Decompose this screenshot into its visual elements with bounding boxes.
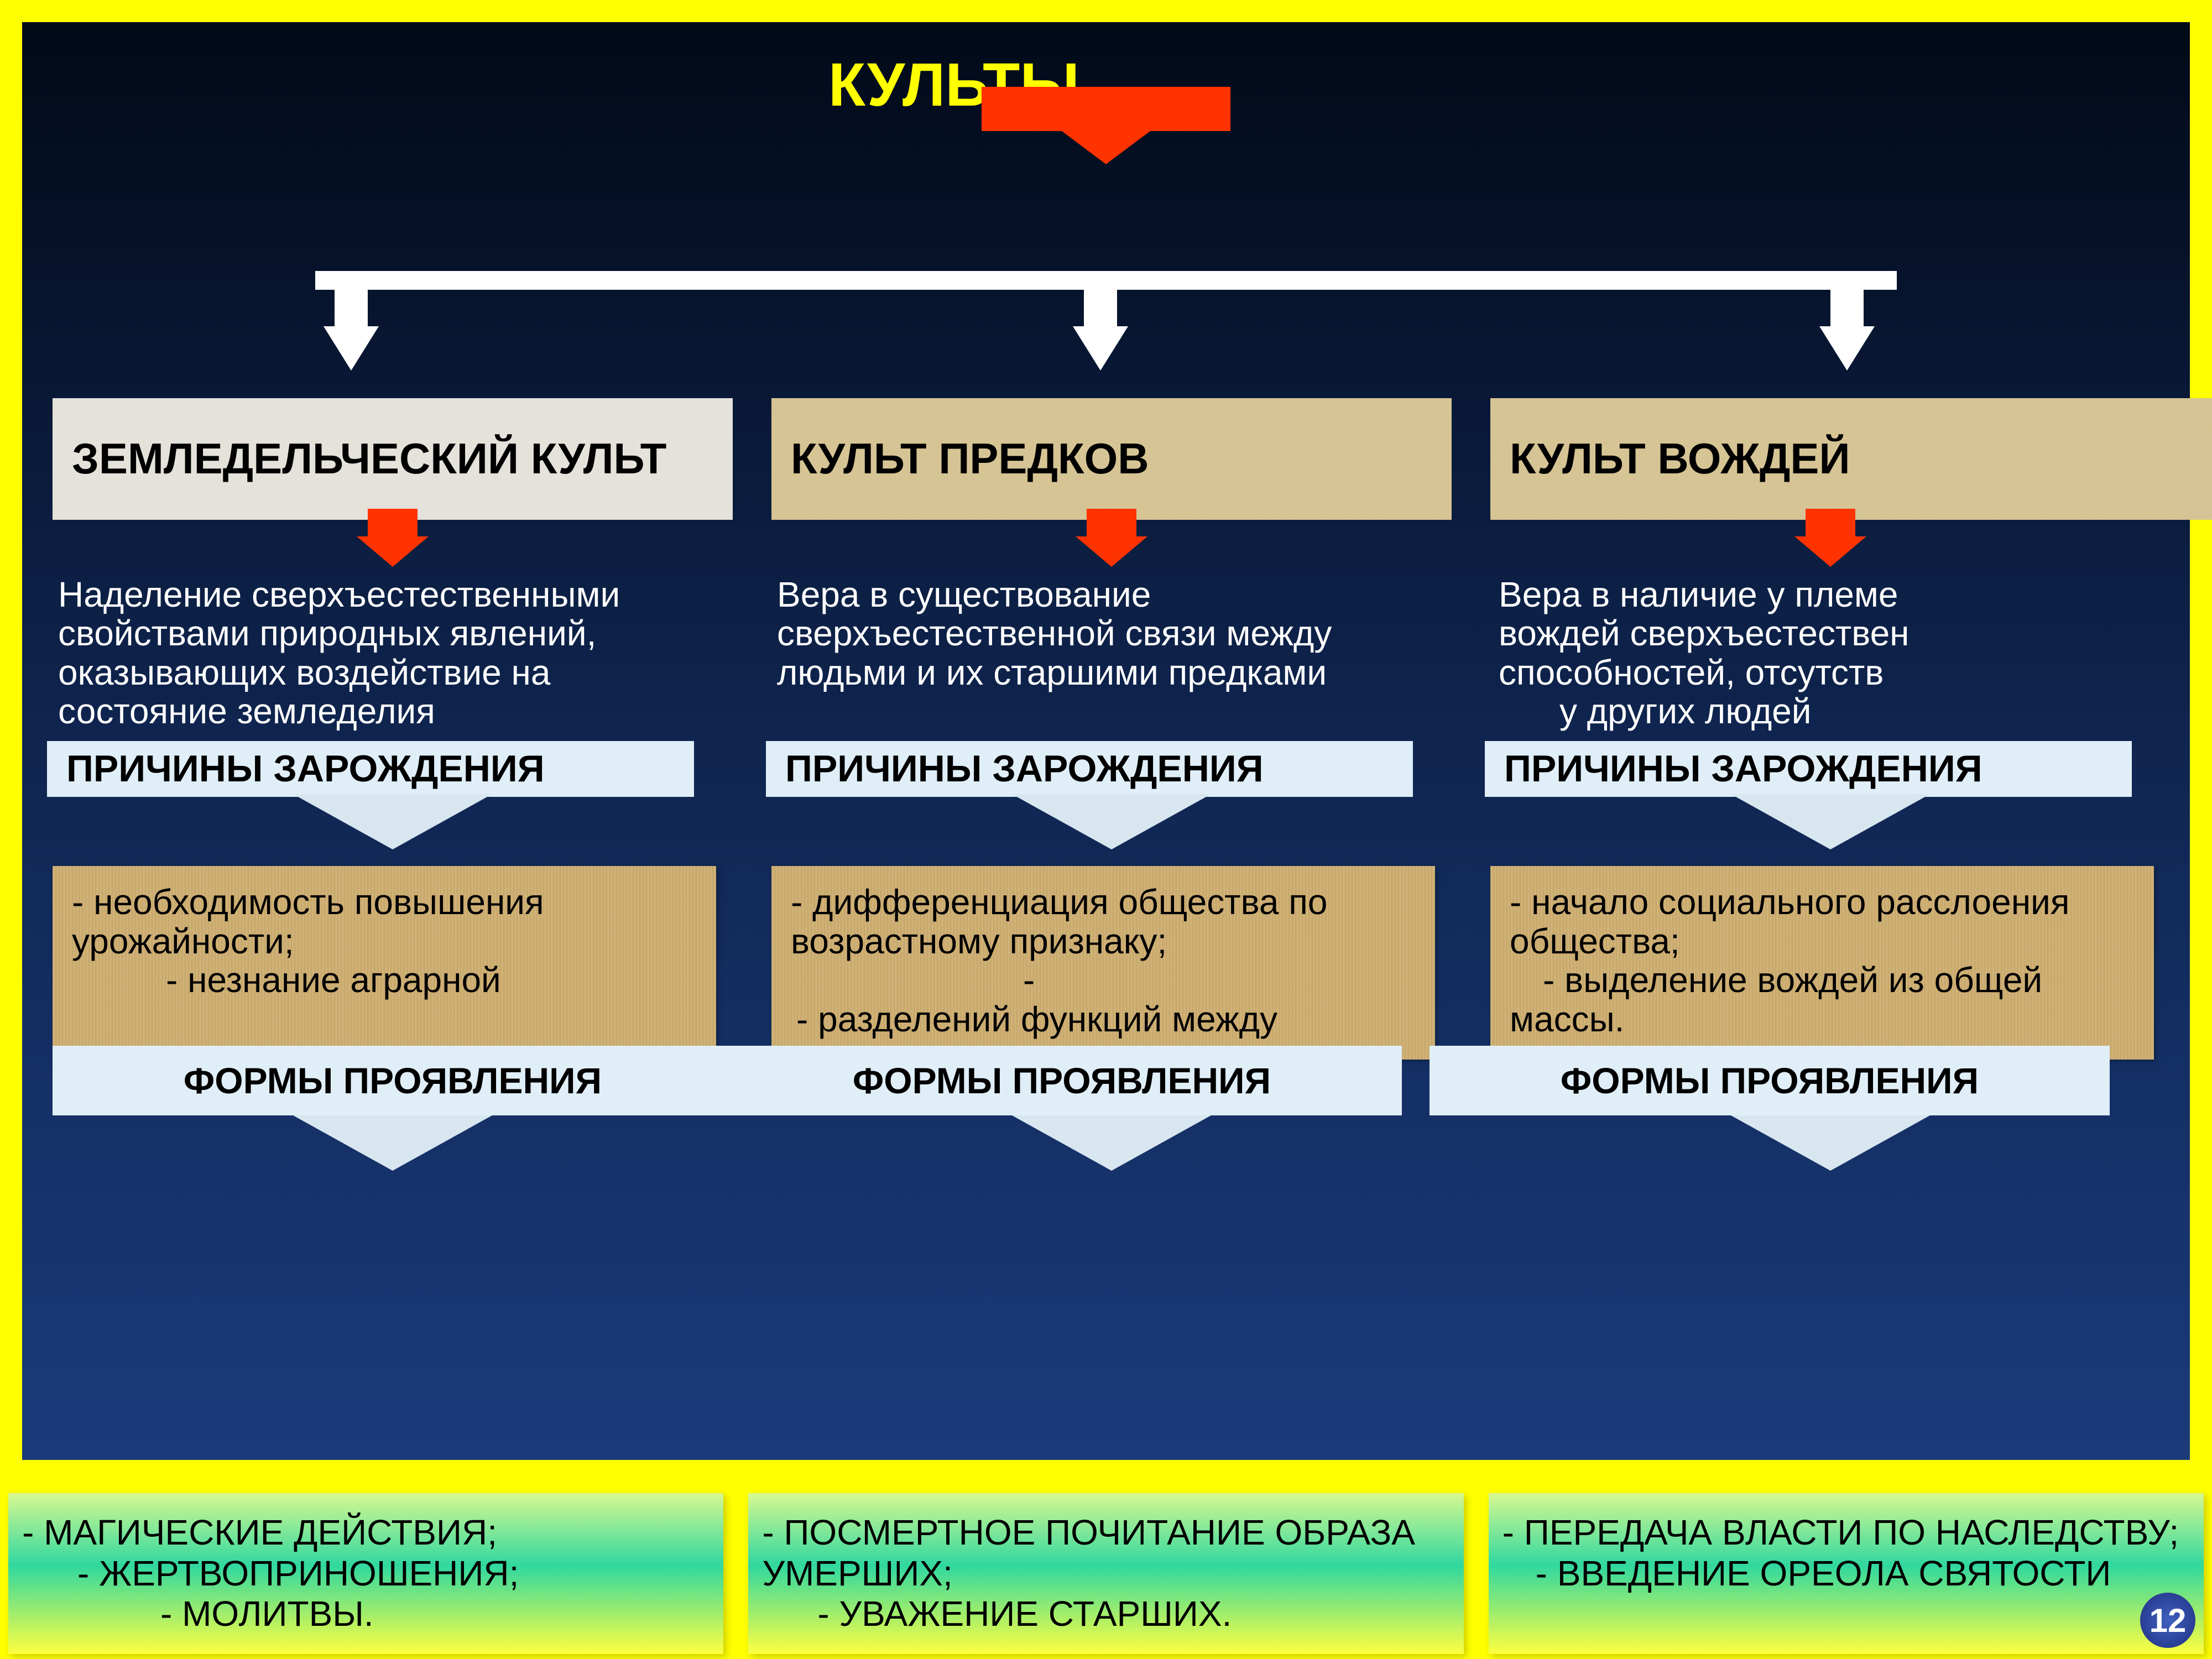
column-3-reason-label: ПРИЧИНЫ ЗАРОЖДЕНИЯ	[1485, 741, 2132, 797]
manifestation-line: - ПЕРЕДАЧА ВЛАСТИ ПО НАСЛЕДСТВУ;	[1503, 1512, 2179, 1552]
manifestation-line: - УВАЖЕНИЕ СТАРШИХ.	[762, 1594, 1449, 1635]
manifestation-line: - ВВЕДЕНИЕ ОРЕОЛА СВЯТОСТИ	[1503, 1553, 2190, 1594]
manifestation-line: - ПОСМЕРТНОЕ ПОЧИТАНИЕ ОБРАЗА УМЕРШИХ;	[762, 1512, 1415, 1593]
desc-line: Вера в наличие у племе	[1499, 575, 1898, 614]
manifestation-line: - ЖЕРТВОПРИНОШЕНИЯ;	[22, 1553, 709, 1594]
column-1-reason-label: ПРИЧИНЫ ЗАРОЖДЕНИЯ	[47, 741, 694, 797]
column-2-description: Вера в существование сверхъестественной …	[771, 575, 1452, 741]
red-arrow-icon	[1076, 536, 1147, 567]
manifestation-box-2: - ПОСМЕРТНОЕ ПОЧИТАНИЕ ОБРАЗА УМЕРШИХ; -…	[748, 1493, 1463, 1654]
column-3-causes: - начало социального расслоения общества…	[1490, 866, 2154, 1060]
column-3-heading: КУЛЬТ ВОЖДЕЙ	[1490, 398, 2212, 520]
down-arrow-icon	[1012, 1115, 1211, 1171]
desc-line: вождей сверхъестествен	[1499, 613, 1910, 653]
down-arrow-icon	[1012, 794, 1211, 849]
bottom-row: - МАГИЧЕСКИЕ ДЕЙСТВИЯ; - ЖЕРТВОПРИНОШЕНИ…	[0, 1493, 2212, 1654]
column-1-causes: - необходимость повышения урожайности; -…	[53, 866, 716, 1060]
column-2-causes: - дифференциация общества по возрастному…	[771, 866, 1435, 1060]
column-2: КУЛЬТ ПРЕДКОВ Вера в существование сверх…	[771, 398, 1452, 1171]
column-3: КУЛЬТ ВОЖДЕЙ Вера в наличие у племе вожд…	[1490, 398, 2171, 1171]
column-3-description: Вера в наличие у племе вождей сверхъесте…	[1490, 575, 2171, 741]
desc-line: у других людей	[1499, 692, 2165, 731]
column-3-form-label: ФОРМЫ ПРОЯВЛЕНИЯ	[1430, 1046, 2110, 1115]
cause-text: - дифференциация общества по возрастному…	[791, 882, 1327, 961]
down-arrow-icon	[1731, 1115, 1930, 1171]
column-1-form-label: ФОРМЫ ПРОЯВЛЕНИЯ	[53, 1046, 733, 1115]
red-arrow-icon	[357, 536, 429, 567]
manifestation-box-3: - ПЕРЕДАЧА ВЛАСТИ ПО НАСЛЕДСТВУ; - ВВЕДЕ…	[1489, 1493, 2204, 1654]
down-arrow-icon	[1731, 794, 1930, 849]
manifestation-line: - МАГИЧЕСКИЕ ДЕЙСТВИЯ;	[22, 1512, 497, 1552]
column-1-heading: ЗЕМЛЕДЕЛЬЧЕСКИЙ КУЛЬТ	[53, 398, 733, 520]
manifestation-line: - МОЛИТВЫ.	[22, 1594, 709, 1635]
branch-arrow-2-icon	[1073, 326, 1128, 371]
branch-arrow-3-icon	[1819, 326, 1875, 371]
cause-text: - выделение вождей из общей массы.	[1510, 960, 2042, 1039]
down-arrow-icon	[293, 1115, 492, 1171]
column-1: ЗЕМЛЕДЕЛЬЧЕСКИЙ КУЛЬТ Наделение сверхъес…	[53, 398, 733, 1171]
cause-text: - начало социального расслоения общества…	[1510, 882, 2069, 961]
cause-text: - незнание аграрной	[72, 961, 697, 999]
desc-line: способностей, отсутств	[1499, 653, 1884, 692]
down-arrow-icon	[293, 794, 492, 849]
page-number-badge: 12	[2140, 1593, 2195, 1648]
column-1-description: Наделение сверхъестественными свойствами…	[53, 575, 733, 741]
column-2-heading: КУЛЬТ ПРЕДКОВ	[771, 398, 1452, 520]
cause-text: - необходимость повышения урожайности;	[72, 882, 544, 961]
manifestation-box-1: - МАГИЧЕСКИЕ ДЕЙСТВИЯ; - ЖЕРТВОПРИНОШЕНИ…	[8, 1493, 723, 1654]
column-2-reason-label: ПРИЧИНЫ ЗАРОЖДЕНИЯ	[766, 741, 1413, 797]
horizontal-connector	[315, 271, 1897, 290]
branch-arrow-1-icon	[324, 326, 379, 371]
columns-container: ЗЕМЛЕДЕЛЬЧЕСКИЙ КУЛЬТ Наделение сверхъес…	[53, 398, 2190, 1171]
title-arrow-icon	[1062, 131, 1150, 164]
main-panel: КУЛЬТЫ ЗЕМЛЕДЕЛЬЧЕСКИЙ КУЛЬТ Наделение с…	[22, 22, 2190, 1460]
red-arrow-icon	[1794, 536, 1866, 567]
column-2-form-label: ФОРМЫ ПРОЯВЛЕНИЯ	[722, 1046, 1402, 1115]
cause-text: - разделений функций между	[791, 999, 1277, 1039]
